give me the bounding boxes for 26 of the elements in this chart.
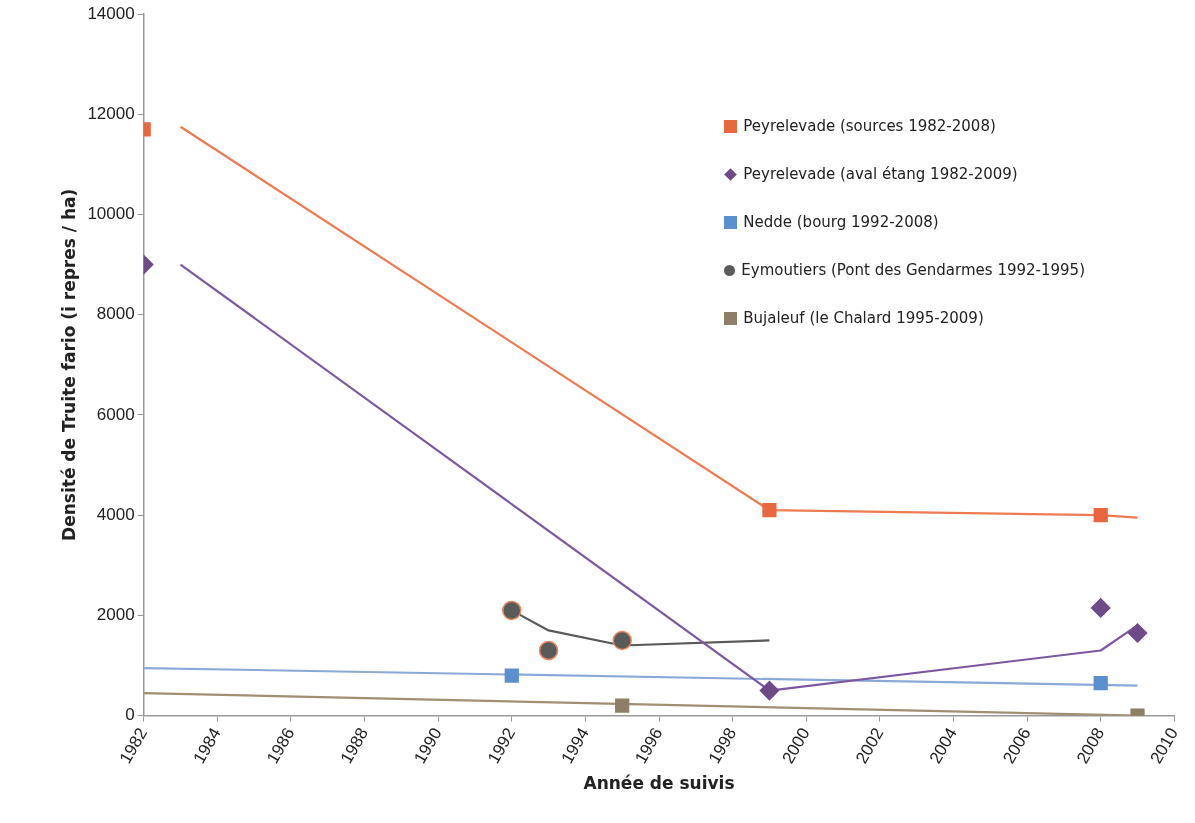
x-axis-title: Année de suivis — [583, 773, 735, 794]
y-tick-label: 14000 — [87, 3, 135, 23]
legend-label: Nedde (bourg 1992-2008) — [743, 213, 939, 231]
y-tick-label: 4000 — [96, 504, 135, 524]
y-tick-label: 8000 — [96, 304, 135, 324]
y-tick-label: 6000 — [96, 404, 135, 424]
y-tick-label: 2000 — [96, 605, 135, 625]
point — [1090, 598, 1111, 618]
point — [504, 668, 519, 683]
point — [762, 503, 777, 518]
legend-label: Bujaleuf (le Chalard 1995-2009) — [743, 309, 984, 327]
legend-label: Peyrelevade (sources 1982-2008) — [743, 117, 996, 135]
point — [615, 698, 630, 713]
point — [1093, 508, 1108, 523]
y-tick-label: 12000 — [87, 103, 135, 123]
y-tick-label: 0 — [125, 705, 135, 725]
point — [538, 640, 559, 661]
point — [612, 630, 632, 651]
y-axis-title: Densité de Truite fario (i repres / ha) — [58, 188, 79, 541]
legend-label: Peyrelevade (aval étang 1982-2009) — [743, 165, 1018, 183]
y-tick-label: 10000 — [87, 204, 135, 224]
point — [1093, 675, 1108, 691]
point — [759, 680, 780, 701]
legend-label: Eymoutiers (Pont des Gendarmes 1992-1995) — [741, 261, 1085, 279]
point — [1127, 623, 1148, 643]
point — [502, 600, 522, 621]
